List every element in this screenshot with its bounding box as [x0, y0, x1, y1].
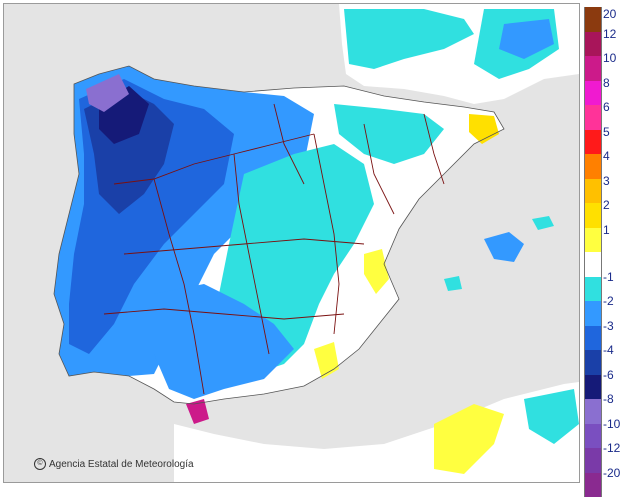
credit-text: Agencia Estatal de Meteorología: [49, 458, 194, 470]
legend-swatch: [584, 7, 602, 32]
legend-label: -12: [603, 441, 621, 455]
mallorca: [484, 232, 524, 262]
france-blue-area: [499, 19, 554, 59]
legend-label: 2: [603, 198, 610, 212]
color-legend: 20 12 10 8 6 5 4 3 2 1 -1 -2 -3 -4 -6 -8 -10 -12 -20: [584, 7, 630, 497]
legend-label: 1: [603, 222, 610, 237]
legend-swatch-neutral: [584, 252, 602, 277]
menorca: [532, 216, 554, 230]
iberia-coastline: [53, 65, 505, 405]
province-borders: [103, 103, 445, 395]
legend-swatch: [584, 80, 602, 105]
northeast-cyan: [334, 104, 444, 164]
africa-cool-patch: [524, 389, 579, 444]
legend-label: -3: [603, 318, 614, 333]
legend-swatch: [584, 399, 602, 424]
legend-swatch: [584, 325, 602, 350]
legend-swatch: [584, 31, 602, 56]
catalonia-warm: [469, 114, 499, 144]
legend-swatch: [584, 105, 602, 130]
legend-label: -1: [603, 269, 614, 284]
legend-swatch: [584, 374, 602, 399]
legend-swatch: [584, 276, 602, 301]
legend-swatch: [584, 56, 602, 81]
credit-line: © Agencia Estatal de Meteorología: [34, 458, 194, 470]
legend-label: 3: [603, 173, 610, 188]
legend-swatch: [584, 301, 602, 326]
map-canvas: [4, 4, 579, 482]
legend-swatch: [584, 178, 602, 203]
galicia-purple: [86, 74, 129, 112]
legend-label: -4: [603, 343, 614, 357]
legend-label: 6: [603, 100, 610, 114]
legend-swatch: [584, 472, 602, 497]
levante-warm: [364, 249, 389, 294]
legend-label: -2: [603, 294, 614, 308]
anomaly-map: © Agencia Estatal de Meteorología: [3, 3, 580, 483]
legend-label: -6: [603, 367, 614, 382]
legend-swatch: [584, 350, 602, 375]
copyright-icon: ©: [34, 458, 46, 470]
france-cold-area: [344, 9, 474, 69]
legend-swatch: [584, 448, 602, 473]
legend-label: 5: [603, 124, 610, 139]
south-blue-zone: [154, 284, 294, 399]
legend-label: -8: [603, 392, 614, 406]
legend-label: 12: [603, 26, 617, 41]
legend-label: 4: [603, 149, 610, 163]
legend-label: 20: [603, 7, 617, 21]
gibraltar-hot: [186, 399, 209, 424]
legend-swatch: [584, 129, 602, 154]
legend-label: -10: [603, 416, 621, 431]
ibiza: [444, 276, 462, 291]
legend-label: 10: [603, 51, 617, 65]
legend-swatch: [584, 227, 602, 252]
legend-swatch: [584, 203, 602, 228]
legend-label: -20: [603, 465, 621, 480]
legend-swatch: [584, 423, 602, 448]
africa-warm-patch: [434, 404, 504, 474]
legend-swatch: [584, 154, 602, 179]
legend-label: 8: [603, 75, 610, 90]
